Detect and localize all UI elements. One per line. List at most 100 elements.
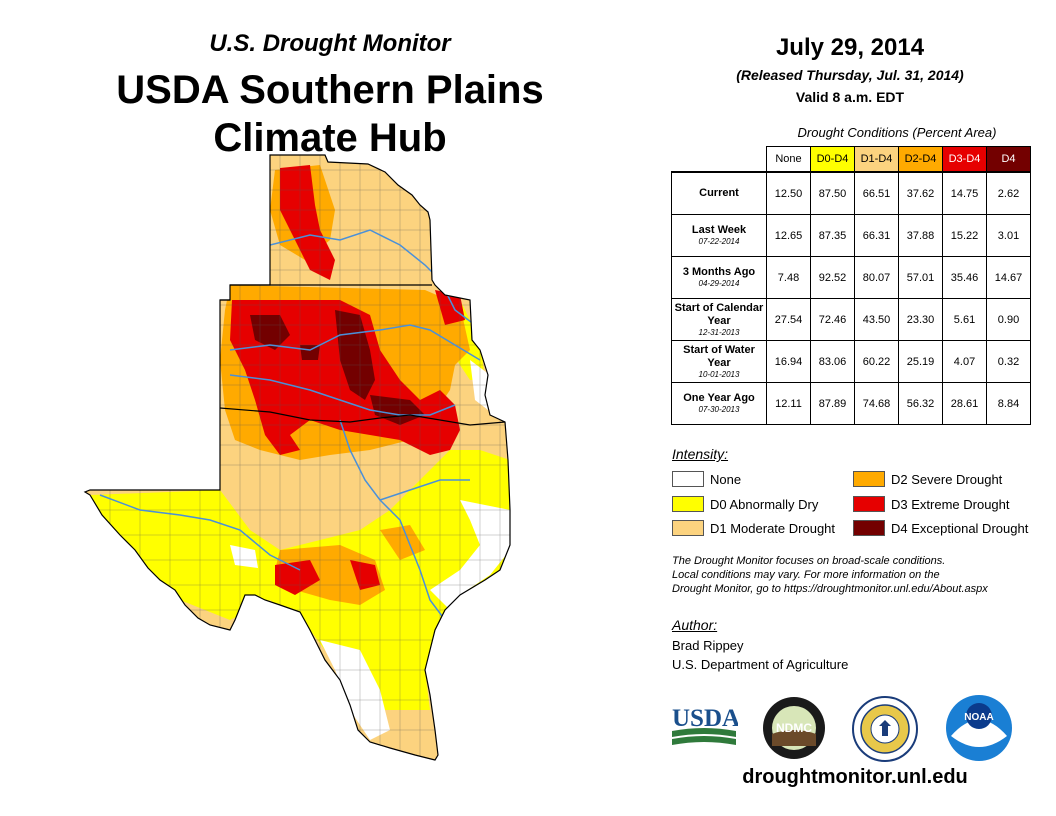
note-line: Drought Monitor, go to https://droughtmo…	[672, 583, 988, 595]
map-river	[229, 324, 481, 361]
table-cell: 35.46	[942, 256, 987, 299]
map-none-area	[430, 500, 510, 610]
row-date: 10-01-2013	[698, 369, 740, 379]
footer-url[interactable]: droughtmonitor.unl.edu	[742, 766, 968, 788]
ndmc-logo-text: NDMC	[776, 721, 812, 735]
column-header-d1-d4: D1-D4	[854, 146, 899, 173]
row-label: Current	[671, 171, 767, 215]
row-date: 04-29-2014	[698, 279, 740, 288]
legend-label: D2 Severe Drought	[891, 471, 1003, 487]
release-date: (Released Thursday, Jul. 31, 2014)	[736, 67, 964, 83]
disclaimer-note: The Drought Monitor focuses on broad-sca…	[672, 554, 1052, 596]
table-cell: 25.19	[898, 340, 943, 383]
map-region-outline	[83, 154, 511, 761]
table-cell: 23.30	[898, 298, 943, 341]
row-date: 07-30-2013	[698, 405, 740, 414]
map-state-border	[219, 407, 506, 426]
column-header-d0-d4: D0-D4	[810, 146, 855, 173]
map-none-area	[230, 545, 258, 568]
row-label-text: Start of Water Year	[683, 343, 755, 369]
table-cell: 87.35	[810, 214, 855, 257]
table-cell: 37.62	[898, 171, 943, 215]
legend-swatch	[672, 496, 704, 512]
map-subtitle: U.S. Drought Monitor	[209, 30, 451, 57]
table-cell: 72.46	[810, 298, 855, 341]
usda-logo: USDA	[672, 705, 738, 745]
author-organization: U.S. Department of Agriculture	[672, 657, 849, 672]
map-d3-area	[435, 290, 465, 325]
table-cell: 87.89	[810, 382, 855, 425]
table-header-row: None D0-D4 D1-D4 D2-D4 D3-D4 D4	[672, 146, 1031, 173]
table-cell: 12.50	[766, 171, 811, 215]
row-label: One Year Ago 07-30-2013	[671, 382, 767, 425]
map-d3-area	[350, 560, 380, 590]
table-cell: 80.07	[854, 256, 899, 299]
table-cell: 16.94	[766, 340, 811, 383]
table-cell: 83.06	[810, 340, 855, 383]
table-cell: 7.48	[766, 256, 811, 299]
table-body: Current 12.50 87.50 66.51 37.62 14.75 2.62 Last…	[671, 171, 1031, 425]
usda-logo-text: USDA	[672, 705, 738, 732]
row-label: 3 Months Ago 04-29-2014	[671, 256, 767, 299]
column-header-d4: D4	[986, 146, 1031, 173]
table-cell: 0.90	[986, 298, 1031, 341]
column-header-d3-d4: D3-D4	[942, 146, 987, 173]
legend-label: D3 Extreme Drought	[891, 496, 1010, 512]
table-cell: 3.01	[986, 214, 1031, 257]
table-cell: 12.11	[766, 382, 811, 425]
column-header-none: None	[766, 146, 811, 173]
map-d3-area	[280, 165, 335, 280]
valid-time: Valid 8 a.m. EDT	[795, 89, 905, 105]
row-label-text: Last Week	[691, 224, 747, 236]
map-river	[339, 419, 446, 621]
table-cell: 87.50	[810, 171, 855, 215]
table-cell: 37.88	[898, 214, 943, 257]
table-cell: 43.50	[854, 298, 899, 341]
legend-item-d3: D3 Extreme Drought	[853, 495, 1010, 513]
row-label: Last Week 07-22-2014	[671, 214, 767, 257]
legend-swatch	[672, 471, 704, 487]
table-cell: 0.32	[986, 340, 1031, 383]
noaa-logo-text: NOAA	[964, 712, 993, 723]
legend-item-none: None	[672, 470, 741, 488]
table-row: Start of Water Year 10-01-2013 16.94 83.06 6…	[671, 340, 1031, 383]
table-cell: 92.52	[810, 256, 855, 299]
map-river	[229, 374, 456, 416]
legend-swatch	[853, 520, 885, 536]
table-caption: Drought Conditions (Percent Area)	[797, 125, 997, 140]
table-cell: 8.84	[986, 382, 1031, 425]
table-cell: 66.51	[854, 171, 899, 215]
table-cell: 14.75	[942, 171, 987, 215]
table-cell: 66.31	[854, 214, 899, 257]
table-cell: 57.01	[898, 256, 943, 299]
table-row: One Year Ago 07-30-2013 12.11 87.89 74.68 56.…	[671, 382, 1031, 425]
legend-label: D0 Abnormally Dry	[710, 496, 819, 512]
table-cell: 2.62	[986, 171, 1031, 215]
table-cell: 28.61	[942, 382, 987, 425]
map-river	[379, 479, 470, 501]
table-cell: 4.07	[942, 340, 987, 383]
row-label-text: Start of Calendar Year	[674, 301, 764, 327]
row-label: Start of Calendar Year 12-31-2013	[671, 298, 767, 341]
row-date: 12-31-2013	[698, 327, 740, 337]
map-river	[269, 229, 491, 351]
legend-swatch	[853, 496, 885, 512]
legend-label: D1 Moderate Drought	[710, 520, 836, 536]
drought-conditions-table: None D0-D4 D1-D4 D2-D4 D3-D4 D4 Current 1…	[671, 146, 1031, 425]
table-cell: 14.67	[986, 256, 1031, 299]
ndmc-logo: NDMC	[763, 697, 825, 759]
table-cell: 74.68	[854, 382, 899, 425]
map-d2-area	[380, 525, 425, 560]
map-river	[99, 494, 301, 571]
row-label-text: Current	[699, 187, 739, 199]
legend-label: None	[710, 471, 742, 487]
table-cell: 56.32	[898, 382, 943, 425]
table-row: Current 12.50 87.50 66.51 37.62 14.75 2.62	[671, 171, 1031, 215]
row-date: 07-22-2014	[698, 237, 740, 246]
table-row: Start of Calendar Year 12-31-2013 27.54 72.…	[671, 298, 1031, 341]
table-cell: 5.61	[942, 298, 987, 341]
row-label: Start of Water Year 10-01-2013	[671, 340, 767, 383]
row-label-text: One Year Ago	[683, 392, 755, 404]
map-title-line-1: USDA Southern Plains	[116, 68, 544, 112]
legend-swatch	[672, 520, 704, 536]
